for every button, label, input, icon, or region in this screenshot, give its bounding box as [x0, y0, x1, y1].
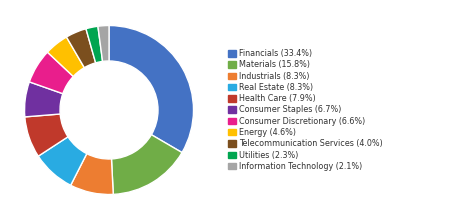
- Wedge shape: [38, 137, 87, 185]
- Wedge shape: [111, 135, 182, 194]
- Wedge shape: [86, 26, 102, 63]
- Wedge shape: [47, 37, 84, 77]
- Wedge shape: [98, 26, 109, 61]
- Wedge shape: [29, 52, 73, 94]
- Wedge shape: [109, 26, 193, 152]
- Wedge shape: [71, 154, 113, 194]
- Wedge shape: [25, 82, 63, 117]
- Wedge shape: [25, 114, 68, 156]
- Wedge shape: [66, 29, 96, 68]
- Legend: Financials (33.4%), Materials (15.8%), Industrials (8.3%), Real Estate (8.3%), H: Financials (33.4%), Materials (15.8%), I…: [227, 48, 383, 172]
